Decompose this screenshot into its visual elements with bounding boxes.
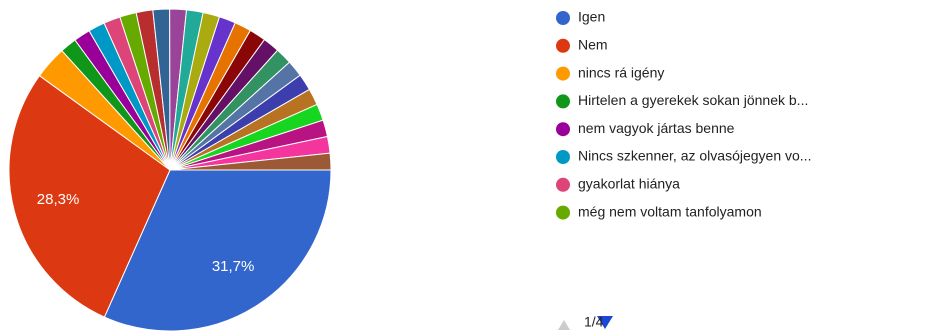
legend-label: Hirtelen a gyerekek sokan jönnek b...	[578, 92, 808, 108]
legend-label: Nem	[578, 37, 608, 53]
legend-marker	[556, 66, 570, 81]
page-next[interactable]	[597, 316, 613, 329]
legend-label: Nincs szkenner, az olvasójegyen vo...	[578, 148, 811, 164]
legend-label: nem vagyok jártas benne	[578, 120, 735, 136]
pie-slice	[103, 169, 332, 331]
pie-slice	[169, 152, 332, 171]
legend-marker	[556, 177, 570, 192]
legend-marker	[556, 205, 570, 220]
legend-marker	[556, 150, 570, 164]
slice-label: 28,3%	[37, 191, 80, 208]
legend-marker	[556, 11, 570, 25]
legend-label: Igen	[578, 9, 605, 25]
legend-label: még nem voltam tanfolyamon	[578, 203, 762, 219]
legend-page: 1/4	[584, 314, 604, 330]
legend-label: gyakorlat hiánya	[578, 176, 680, 192]
legend-label: nincs rá igény	[578, 64, 664, 80]
legend-marker	[556, 94, 570, 109]
legend-marker	[556, 122, 570, 137]
legend-marker	[556, 38, 570, 53]
slice-label: 31,7%	[212, 258, 255, 275]
pie-slice	[8, 75, 171, 318]
page-prev[interactable]	[558, 320, 570, 330]
